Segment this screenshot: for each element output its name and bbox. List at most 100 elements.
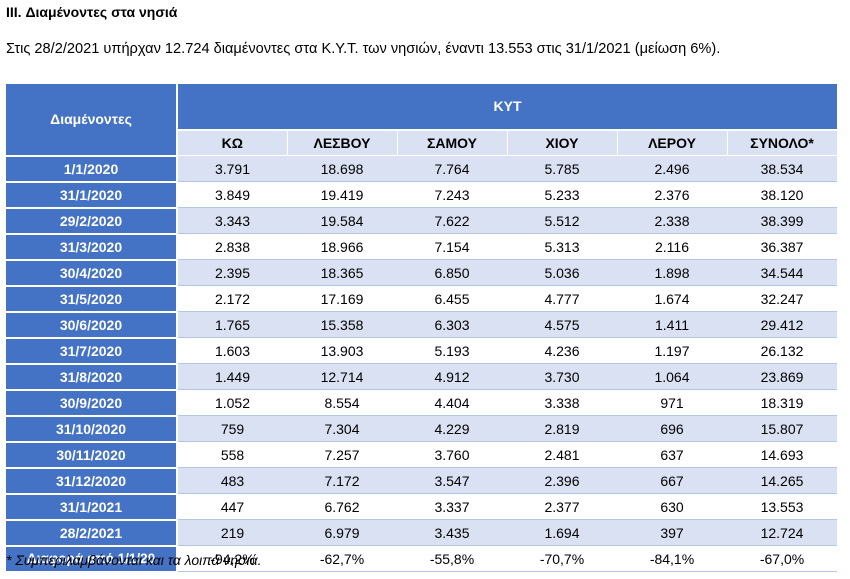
- table-cell: 19.584: [287, 207, 397, 234]
- footnote: * Συμπεριλαμβάνονται και τα λοιπά νησιά.: [6, 552, 262, 568]
- table-cell: 759: [177, 415, 287, 442]
- table-cell: 7.622: [397, 207, 507, 234]
- table-cell: 2.481: [507, 441, 617, 468]
- group-header: ΚΥΤ: [177, 84, 838, 131]
- table-cell: 1.052: [177, 389, 287, 416]
- row-label: 30/11/2020: [6, 441, 178, 469]
- corner-header: Διαμένοντες: [6, 84, 178, 157]
- table-cell: 6.979: [287, 519, 397, 546]
- row-label: 31/5/2020: [6, 285, 178, 313]
- table-row: 30/4/2020 2.395 18.365 6.850 5.036 1.898 34.54…: [6, 259, 838, 287]
- table-cell: 38.399: [727, 207, 838, 234]
- table-cell: 18.698: [287, 155, 397, 182]
- table-cell: 6.303: [397, 311, 507, 338]
- table-cell: 1.411: [617, 311, 727, 338]
- table-cell: 7.304: [287, 415, 397, 442]
- table-cell: 2.838: [177, 233, 287, 260]
- table-cell: 14.265: [727, 467, 838, 494]
- table-cell: 1.449: [177, 363, 287, 390]
- table-cell: 3.547: [397, 467, 507, 494]
- table-cell: 3.338: [507, 389, 617, 416]
- table-cell: 5.193: [397, 337, 507, 364]
- table-cell: 2.116: [617, 233, 727, 260]
- column-header: ΧΙΟΥ: [507, 130, 618, 156]
- table-row: 31/3/2020 2.838 18.966 7.154 5.313 2.116 36.38…: [6, 233, 838, 261]
- table-cell: 3.730: [507, 363, 617, 390]
- table-cell: 630: [617, 493, 727, 520]
- row-label: 28/2/2021: [6, 519, 178, 547]
- row-label: Διαφορά από 1/1/20: [6, 545, 178, 573]
- table-cell: 2.496: [617, 155, 727, 182]
- table-row: 30/11/2020 558 7.257 3.760 2.481 637 14.693: [6, 441, 838, 469]
- table-cell: 7.257: [287, 441, 397, 468]
- table-row: 30/9/2020 1.052 8.554 4.404 3.338 971 18.319: [6, 389, 838, 417]
- table-cell: 32.247: [727, 285, 838, 312]
- table-cell: 5.313: [507, 233, 617, 260]
- table-cell: 2.395: [177, 259, 287, 286]
- table-row: 31/10/2020 759 7.304 4.229 2.819 696 15.807: [6, 415, 838, 443]
- row-label: 1/1/2020: [6, 155, 178, 183]
- table-cell: 17.169: [287, 285, 397, 312]
- table-cell: 6.762: [287, 493, 397, 520]
- table-cell: 23.869: [727, 363, 838, 390]
- table-cell: 4.912: [397, 363, 507, 390]
- table-cell: 6.455: [397, 285, 507, 312]
- table-cell: 14.693: [727, 441, 838, 468]
- table-cell: 34.544: [727, 259, 838, 286]
- table-cell: 38.534: [727, 155, 838, 182]
- table-cell: 2.819: [507, 415, 617, 442]
- table-cell: -70,7%: [507, 545, 617, 572]
- table-cell: 4.404: [397, 389, 507, 416]
- table-cell: 3.849: [177, 181, 287, 208]
- table-row: 1/1/2020 3.791 18.698 7.764 5.785 2.496 38.534: [6, 155, 838, 183]
- table-row: 30/6/2020 1.765 15.358 6.303 4.575 1.411 29.41…: [6, 311, 838, 339]
- column-header: ΛΕΡΟΥ: [617, 130, 728, 156]
- table-cell: -62,7%: [287, 545, 397, 572]
- table-cell: -94,2%: [177, 545, 287, 572]
- table-row: Διαφορά από 1/1/20 -94,2% -62,7% -55,8% -70,…: [6, 545, 838, 573]
- table-cell: 26.132: [727, 337, 838, 364]
- table-cell: 971: [617, 389, 727, 416]
- table-cell: 15.358: [287, 311, 397, 338]
- table-cell: 6.850: [397, 259, 507, 286]
- table-cell: 13.553: [727, 493, 838, 520]
- column-header: ΛΕΣΒΟΥ: [287, 130, 398, 156]
- table-cell: 13.903: [287, 337, 397, 364]
- residents-table: Διαμένοντες ΚΥΤ ΚΩ ΛΕΣΒΟΥ ΣΑΜΟΥ ΧΙΟΥ ΛΕΡ…: [6, 84, 838, 573]
- table-cell: 5.036: [507, 259, 617, 286]
- row-label: 31/8/2020: [6, 363, 178, 391]
- table-cell: 1.694: [507, 519, 617, 546]
- table-cell: 18.319: [727, 389, 838, 416]
- table-cell: 696: [617, 415, 727, 442]
- intro-paragraph: Στις 28/2/2021 υπήρχαν 12.724 διαμένοντε…: [6, 41, 721, 57]
- table-cell: -67,0%: [727, 545, 838, 572]
- column-header: ΚΩ: [177, 130, 288, 156]
- row-label: 30/6/2020: [6, 311, 178, 339]
- table-cell: 7.764: [397, 155, 507, 182]
- table-cell: 8.554: [287, 389, 397, 416]
- table-row: 29/2/2020 3.343 19.584 7.622 5.512 2.338 38.39…: [6, 207, 838, 235]
- table-cell: 38.120: [727, 181, 838, 208]
- table-cell: 1.674: [617, 285, 727, 312]
- column-header: ΣΥΝΟΛΟ*: [727, 130, 838, 156]
- table-cell: 1.603: [177, 337, 287, 364]
- table-cell: 7.154: [397, 233, 507, 260]
- table-row: 28/2/2021 219 6.979 3.435 1.694 397 12.724: [6, 519, 838, 547]
- row-label: 31/12/2020: [6, 467, 178, 495]
- table-cell: 1.197: [617, 337, 727, 364]
- table-cell: 2.172: [177, 285, 287, 312]
- row-label: 30/9/2020: [6, 389, 178, 417]
- table-cell: 2.338: [617, 207, 727, 234]
- table-cell: 3.337: [397, 493, 507, 520]
- table-cell: 7.243: [397, 181, 507, 208]
- table-cell: 18.365: [287, 259, 397, 286]
- table-cell: 1.064: [617, 363, 727, 390]
- table-cell: 5.785: [507, 155, 617, 182]
- table-cell: 3.760: [397, 441, 507, 468]
- table-cell: 2.377: [507, 493, 617, 520]
- row-label: 31/3/2020: [6, 233, 178, 261]
- table-cell: 3.343: [177, 207, 287, 234]
- row-label: 31/10/2020: [6, 415, 178, 443]
- table-cell: 219: [177, 519, 287, 546]
- table-cell: 3.435: [397, 519, 507, 546]
